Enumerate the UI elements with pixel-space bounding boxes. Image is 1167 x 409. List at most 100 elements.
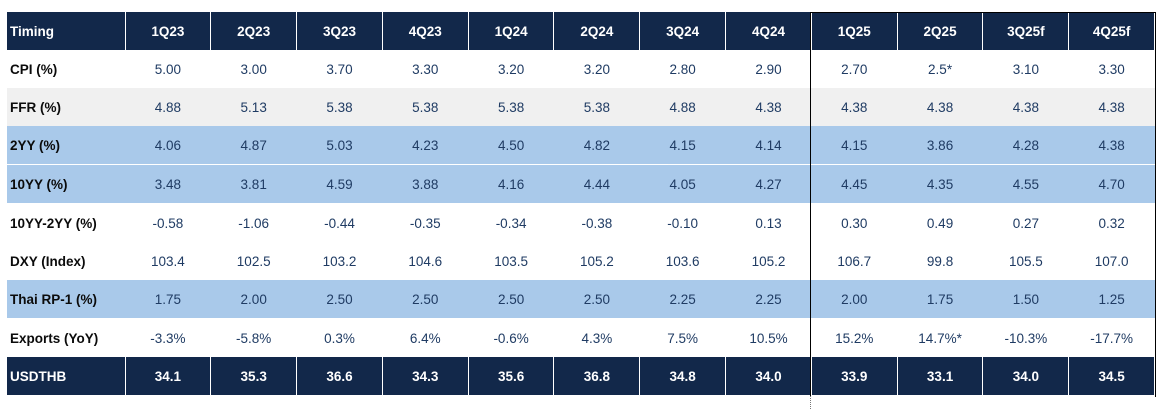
table-cell: 2.5*	[897, 50, 983, 88]
table-cell: 5.38	[382, 88, 469, 126]
table-cell: 4.38	[1068, 88, 1155, 126]
table-cell: 0.30	[811, 203, 898, 242]
table-row: FFR (%) 4.88 5.13 5.38 5.38 5.38 5.38 4.88 4.38 4…	[7, 88, 1155, 126]
table-cell: 3.81	[210, 164, 297, 204]
table-cell: 34.5	[1068, 357, 1156, 395]
table-cell: 0.13	[725, 203, 812, 242]
table-cell: 3.30	[1068, 50, 1155, 88]
table-cell: 0.27	[982, 203, 1069, 242]
table-cell: 103.4	[125, 242, 211, 280]
table-cell: 3.48	[125, 164, 211, 204]
table-cell: 102.5	[210, 242, 297, 280]
table-cell: 2.25	[725, 280, 812, 319]
row-label: 2YY (%)	[7, 126, 125, 165]
macro-table-container: Timing 1Q23 2Q23 3Q23 4Q23 1Q24 2Q24 3Q24 4Q24 1Q…	[7, 12, 1156, 395]
table-cell: 7.5%	[639, 318, 726, 357]
table-cell: 99.8	[897, 242, 983, 280]
table-cell: 0.3%	[296, 318, 383, 357]
table-cell: 2.25	[639, 280, 726, 319]
table-cell: 4.28	[982, 126, 1069, 165]
table-cell: -10.3%	[982, 318, 1069, 357]
table-cell: 105.5	[982, 242, 1069, 280]
table-cell: 1.75	[125, 280, 211, 319]
table-cell: 3.88	[382, 164, 469, 204]
table-cell: -0.44	[296, 203, 383, 242]
table-cell: 0.32	[1068, 203, 1155, 242]
table-cell: 4.05	[639, 164, 726, 204]
header-period: 2Q23	[210, 12, 298, 50]
row-label: USDTHB	[7, 357, 126, 395]
table-cell: 3.10	[982, 50, 1069, 88]
table-cell: 4.38	[1068, 126, 1155, 165]
table-cell: 5.13	[210, 88, 297, 126]
table-cell: 2.90	[725, 50, 812, 88]
table-cell: 104.6	[382, 242, 469, 280]
table-cell: 3.70	[296, 50, 383, 88]
table-cell: 4.23	[382, 126, 469, 165]
table-cell: 4.70	[1068, 164, 1155, 204]
table-cell: 4.88	[125, 88, 211, 126]
table-cell: 3.00	[210, 50, 297, 88]
table-cell: 34.1	[125, 357, 212, 395]
table-cell: 5.00	[125, 50, 211, 88]
table-cell: -0.35	[382, 203, 469, 242]
table-cell: 1.50	[982, 280, 1069, 319]
table-cell: 4.14	[725, 126, 812, 165]
table-cell: 103.2	[296, 242, 383, 280]
table-cell: 4.38	[811, 88, 898, 126]
table-cell: -0.38	[553, 203, 640, 242]
table-cell: 15.2%	[811, 318, 898, 357]
row-label: Exports (YoY)	[7, 318, 125, 357]
table-cell: -0.34	[468, 203, 554, 242]
header-period: 3Q23	[296, 12, 383, 50]
table-cell: 3.20	[553, 50, 640, 88]
table-cell: 2.50	[296, 280, 383, 319]
table-cell: 4.35	[897, 164, 983, 204]
table-cell: 5.03	[296, 126, 383, 165]
table-cell: 10.5%	[725, 318, 812, 357]
table-cell: 4.59	[296, 164, 383, 204]
table-cell: 2.70	[811, 50, 898, 88]
table-cell: 4.27	[725, 164, 812, 204]
table-cell: 4.06	[125, 126, 211, 165]
header-period: 2Q25	[897, 12, 984, 50]
table-cell: 4.55	[982, 164, 1069, 204]
table-cell: 4.82	[553, 126, 640, 165]
table-cell: 4.38	[725, 88, 812, 126]
table-cell: 4.88	[639, 88, 726, 126]
header-timing: Timing	[7, 12, 126, 50]
table-cell: 1.25	[1068, 280, 1155, 319]
table-cell: 2.50	[468, 280, 554, 319]
table-cell: 34.3	[382, 357, 469, 395]
header-period: 2Q24	[553, 12, 641, 50]
table-header-row: Timing 1Q23 2Q23 3Q23 4Q23 1Q24 2Q24 3Q24 4Q24 1Q…	[7, 12, 1156, 50]
table-cell: 4.45	[811, 164, 898, 204]
table-cell: 1.75	[897, 280, 983, 319]
table-cell: 4.87	[210, 126, 297, 165]
table-cell: 36.6	[296, 357, 383, 395]
table-cell: -0.10	[639, 203, 726, 242]
table-cell: 3.30	[382, 50, 469, 88]
table-cell: 5.38	[553, 88, 640, 126]
table-cell: 5.38	[296, 88, 383, 126]
row-label: Thai RP-1 (%)	[7, 280, 125, 319]
table-cell: 4.16	[468, 164, 554, 204]
table-body: CPI (%) 5.00 3.00 3.70 3.30 3.20 3.20 2.80 2.90 2…	[7, 50, 1156, 395]
table-cell: 5.38	[468, 88, 554, 126]
table-cell: 105.2	[553, 242, 640, 280]
header-period: 1Q24	[468, 12, 555, 50]
table-cell: 4.15	[811, 126, 898, 165]
table-cell: -3.3%	[125, 318, 211, 357]
table-cell: -0.58	[125, 203, 211, 242]
header-period: 1Q25	[811, 12, 898, 50]
table-cell: 36.8	[553, 357, 641, 395]
table-cell: -1.06	[210, 203, 297, 242]
table-cell: 4.50	[468, 126, 554, 165]
table-cell: 33.1	[897, 357, 984, 395]
table-cell: 4.38	[982, 88, 1069, 126]
header-period: 3Q25f	[982, 12, 1070, 50]
table-cell: 0.49	[897, 203, 983, 242]
table-row: 10YY-2YY (%) -0.58 -1.06 -0.44 -0.35 -0.34 -0.…	[7, 203, 1155, 242]
table-cell: 4.44	[553, 164, 640, 204]
table-row: CPI (%) 5.00 3.00 3.70 3.30 3.20 3.20 2.80 2.90 2…	[7, 50, 1155, 88]
